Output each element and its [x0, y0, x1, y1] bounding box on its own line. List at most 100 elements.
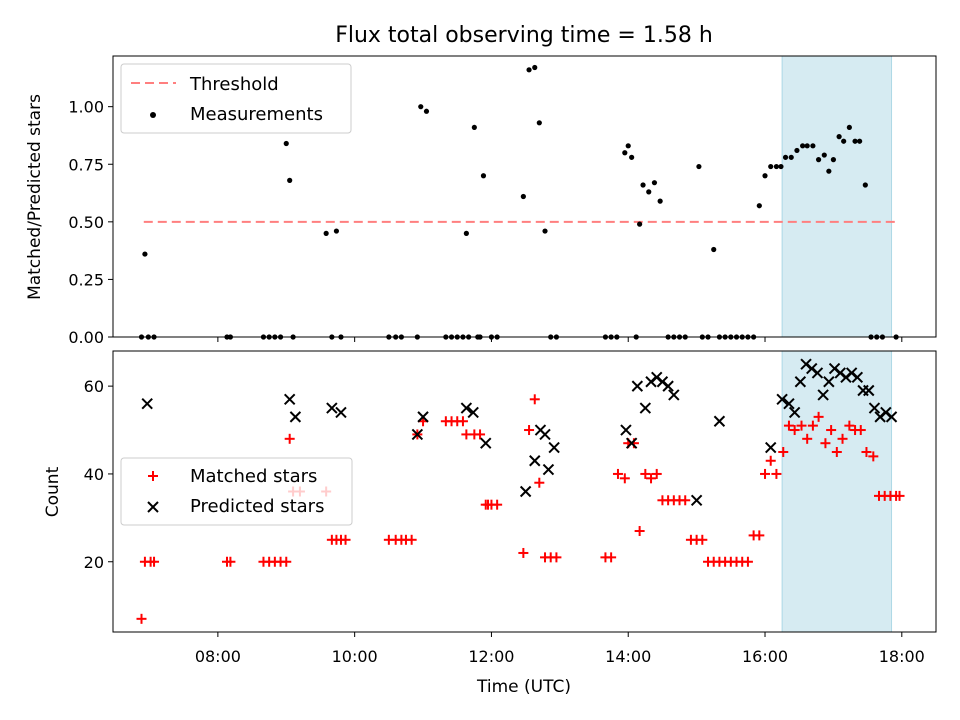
predicted-star-stroke-b — [631, 380, 644, 392]
predicted-star-point — [542, 463, 555, 476]
legend-matched-swatch — [148, 471, 158, 481]
measurement-point — [637, 221, 643, 227]
matched-star-point — [820, 438, 831, 449]
matched-star-point — [826, 425, 837, 436]
highlight-span — [781, 350, 893, 633]
matched-star-point — [619, 473, 630, 484]
matched-star-point — [760, 468, 771, 479]
predicted-star-stroke-b — [794, 376, 807, 388]
predicted-star-point — [411, 428, 424, 441]
measurement-point — [852, 138, 858, 144]
matched-star-point — [697, 534, 708, 545]
matched-star-point — [754, 530, 765, 541]
predicted-star-point — [467, 406, 479, 419]
measurement-point — [323, 230, 329, 236]
measurement-point — [418, 104, 424, 110]
predicted-star-stroke-b — [863, 384, 875, 397]
matched-star-point — [634, 526, 645, 537]
measurement-point — [756, 203, 762, 209]
matched-star-point — [868, 451, 879, 462]
highlight-span — [781, 55, 893, 338]
predicted-star-point — [776, 393, 788, 406]
predicted-star-stroke-b — [811, 367, 824, 379]
predicted-star-point — [868, 402, 881, 414]
legend-predicted-label: Predicted stars — [190, 496, 324, 517]
measurement-point — [794, 147, 800, 154]
matched-star-point — [534, 477, 545, 488]
predicted-star-stroke-b — [480, 437, 492, 449]
measurement-point — [804, 143, 810, 149]
predicted-star-stroke-b — [326, 402, 338, 414]
matched-star-point — [646, 473, 657, 484]
predicted-star-stroke-b — [690, 494, 703, 506]
predicted-star-stroke-b — [662, 380, 674, 392]
top-panel: 0.00 0.25 0.50 0.75 1.00 Matched/Predicted s… — [25, 55, 937, 347]
predicted-star-stroke-b — [885, 411, 898, 423]
matched-star-point — [783, 420, 794, 431]
measurement-point — [536, 120, 542, 126]
predicted-star-stroke-b — [788, 406, 801, 419]
measurement-point — [841, 138, 847, 144]
bottom-legend: Matched stars Predicted stars — [120, 457, 353, 526]
matched-star-point — [651, 468, 662, 479]
x-tick-label: 08:00 — [195, 647, 241, 666]
matched-star-point — [765, 455, 776, 466]
predicted-star-stroke-b — [467, 406, 479, 419]
measurement-point — [782, 154, 789, 160]
predicted-star-point — [713, 415, 726, 427]
predicted-star-point — [668, 389, 680, 401]
measurement-point — [142, 251, 148, 257]
measurement-point — [423, 108, 430, 114]
predicted-star-stroke-b — [283, 393, 296, 406]
measurement-point — [287, 177, 293, 183]
matched-star-point — [802, 433, 813, 444]
top-legend: Threshold Measurements — [120, 63, 352, 134]
measurement-point — [471, 124, 477, 131]
y-tick-label: 0.75 — [68, 155, 104, 174]
y-tick-label: 0.00 — [68, 328, 104, 347]
y-tick-label: 0.25 — [68, 270, 104, 289]
matched-star-point — [225, 556, 236, 567]
top-y-ticks: 0.00 0.25 0.50 0.75 1.00 — [68, 98, 113, 347]
measurement-point — [810, 143, 816, 149]
bottom-x-ticks: 08:00 10:00 12:00 14:00 16:00 18:00 — [195, 632, 925, 666]
predicted-star-stroke-b — [539, 428, 551, 441]
chart-title: Flux total observing time = 1.58 h — [335, 23, 713, 48]
matched-star-point — [606, 552, 617, 563]
matched-star-point — [149, 556, 160, 567]
matched-star-point — [529, 394, 540, 405]
predicted-star-point — [851, 371, 864, 384]
predicted-star-point — [788, 406, 801, 419]
matched-star-point — [894, 490, 905, 501]
x-tick-label: 14:00 — [605, 647, 651, 666]
predicted-star-stroke-b — [542, 463, 555, 476]
x-tick-label: 12:00 — [468, 647, 514, 666]
predicted-star-point — [480, 437, 492, 449]
measurement-point — [520, 193, 526, 200]
measurement-point — [762, 173, 768, 179]
x-axis-label: Time (UTC) — [476, 677, 571, 697]
matched-star-point — [284, 433, 295, 444]
predicted-star-stroke-b — [141, 397, 153, 410]
predicted-star-point — [817, 389, 829, 401]
matched-star-point — [680, 495, 691, 506]
matched-star-point — [518, 547, 529, 558]
measurement-point — [283, 140, 289, 147]
predicted-star-point — [620, 424, 632, 436]
measurement-point — [532, 64, 538, 71]
measurement-point — [640, 182, 646, 188]
top-x-ticks — [217, 337, 903, 342]
predicted-star-stroke-b — [529, 455, 541, 467]
measurement-point — [846, 124, 852, 131]
measurement-point — [800, 143, 806, 149]
x-tick-label: 16:00 — [742, 647, 788, 666]
measurement-point — [333, 228, 340, 234]
predicted-star-stroke-b — [548, 441, 560, 454]
predicted-star-stroke-b — [519, 485, 532, 498]
bottom-axes-frame — [112, 350, 937, 633]
matched-star-point — [807, 420, 818, 431]
predicted-star-stroke-b — [411, 428, 424, 441]
legend-matched-label: Matched stars — [190, 466, 317, 487]
predicted-star-point — [823, 376, 835, 388]
predicted-star-point — [141, 397, 153, 410]
